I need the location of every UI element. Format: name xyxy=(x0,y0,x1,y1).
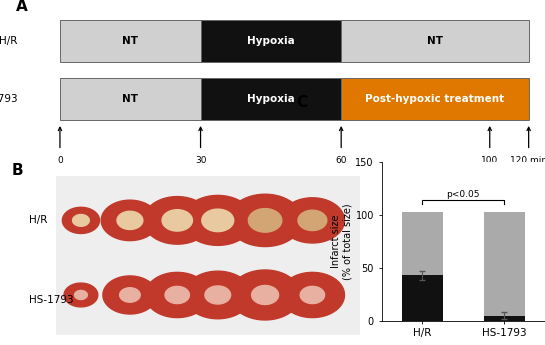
Polygon shape xyxy=(280,198,344,243)
Polygon shape xyxy=(228,194,302,247)
Bar xyxy=(341,78,529,120)
Text: 100: 100 xyxy=(481,157,498,166)
Polygon shape xyxy=(62,207,100,234)
Text: H/R: H/R xyxy=(0,36,18,46)
Text: C: C xyxy=(296,96,307,110)
Polygon shape xyxy=(64,283,98,307)
Text: A: A xyxy=(15,0,27,13)
Bar xyxy=(484,316,524,321)
Text: NT: NT xyxy=(122,36,138,46)
Text: 30: 30 xyxy=(195,157,207,166)
Text: NT: NT xyxy=(122,94,138,104)
Bar xyxy=(341,20,529,62)
Polygon shape xyxy=(229,270,301,320)
Text: p<0.05: p<0.05 xyxy=(446,190,480,199)
Text: 60: 60 xyxy=(335,157,347,166)
Polygon shape xyxy=(165,286,190,304)
Polygon shape xyxy=(252,285,278,305)
Polygon shape xyxy=(120,288,140,302)
Text: TTC stain: TTC stain xyxy=(488,179,530,188)
Polygon shape xyxy=(103,276,157,314)
Text: B: B xyxy=(11,163,23,178)
Bar xyxy=(484,212,524,316)
Text: H/R: H/R xyxy=(28,215,47,225)
Bar xyxy=(402,275,443,321)
Y-axis label: Infarct size
(% of total size): Infarct size (% of total size) xyxy=(331,203,353,280)
Text: HS-1793: HS-1793 xyxy=(0,94,18,104)
Polygon shape xyxy=(205,286,231,304)
Text: 0: 0 xyxy=(57,157,63,166)
Bar xyxy=(201,78,341,120)
Bar xyxy=(60,78,201,120)
Polygon shape xyxy=(72,215,89,226)
Bar xyxy=(402,212,443,275)
Bar xyxy=(60,20,201,62)
Polygon shape xyxy=(249,209,282,232)
Polygon shape xyxy=(162,210,192,231)
Polygon shape xyxy=(300,286,325,304)
Polygon shape xyxy=(101,200,159,240)
Polygon shape xyxy=(184,271,252,319)
Polygon shape xyxy=(280,272,344,318)
Text: Hypoxia: Hypoxia xyxy=(247,94,295,104)
Bar xyxy=(201,20,341,62)
Polygon shape xyxy=(298,210,327,230)
Text: Post-hypoxic treatment: Post-hypoxic treatment xyxy=(365,94,505,104)
Text: Hypoxia: Hypoxia xyxy=(247,36,295,46)
Polygon shape xyxy=(145,272,209,318)
Text: NT: NT xyxy=(427,36,443,46)
Polygon shape xyxy=(117,211,143,229)
Polygon shape xyxy=(75,290,87,299)
Polygon shape xyxy=(143,197,211,244)
Text: 120 min: 120 min xyxy=(510,157,545,166)
Text: HS-1793: HS-1793 xyxy=(28,295,73,305)
Polygon shape xyxy=(183,195,253,245)
Polygon shape xyxy=(202,209,234,231)
